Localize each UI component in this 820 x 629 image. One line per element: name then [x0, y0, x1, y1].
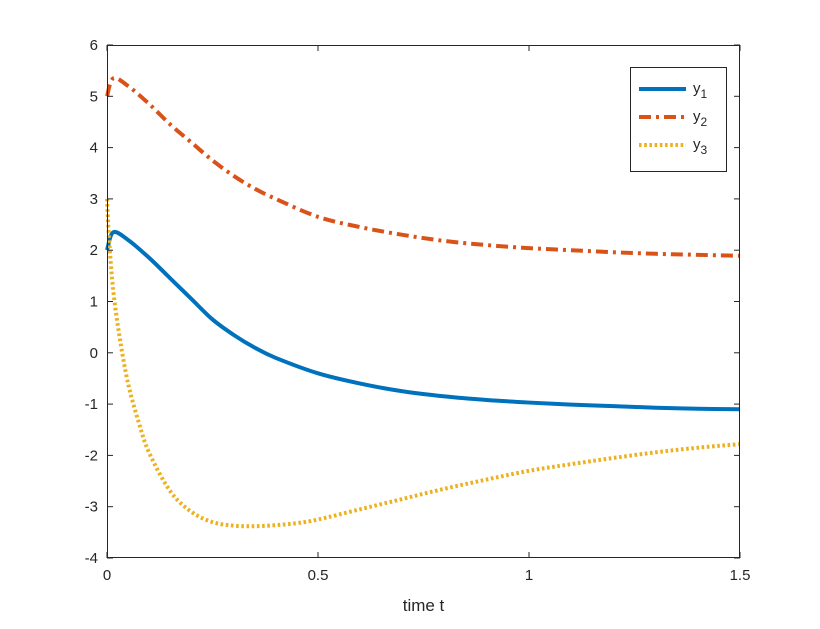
- legend-label-base: y: [693, 80, 701, 97]
- x-tick-label: 0: [103, 567, 111, 584]
- legend-label-subscript: 3: [701, 143, 708, 157]
- legend-box: [630, 67, 727, 172]
- y-tick-label: -1: [85, 396, 98, 413]
- series-layer: [105, 76, 741, 529]
- y-tick-label: 3: [90, 191, 98, 208]
- y-tick-label: 6: [90, 37, 98, 54]
- x-axis-label: time t: [403, 596, 445, 615]
- legend-label-base: y: [693, 108, 701, 125]
- legend-label-subscript: 1: [701, 87, 708, 101]
- x-axis-ticks: 0 0.5 1 1.5: [103, 45, 751, 584]
- legend-label-base: y: [693, 136, 701, 153]
- y-tick-label: 5: [90, 88, 98, 105]
- x-tick-label: 0.5: [308, 567, 329, 584]
- x-tick-label: 1.5: [730, 567, 751, 584]
- y-tick-label: 4: [90, 140, 98, 157]
- y-tick-label: -3: [85, 499, 98, 516]
- x-tick-label: 1: [525, 567, 533, 584]
- legend-label-subscript: 2: [701, 115, 708, 129]
- y-tick-label: 2: [90, 242, 98, 259]
- legend-entry-y2: y2: [693, 108, 708, 129]
- legend-entry-y1: y1: [693, 80, 708, 101]
- series-line-y1: [105, 229, 741, 412]
- series-line-y2: [105, 76, 741, 258]
- legend-entry-y3: y3: [693, 136, 708, 157]
- y-tick-label: 1: [90, 294, 98, 311]
- y-tick-label: 0: [90, 345, 98, 362]
- y-tick-label: -4: [85, 550, 98, 567]
- y-tick-label: -2: [85, 447, 98, 464]
- y-axis-ticks: -4 -3 -2 -1 0 1 2 3 4 5 6: [85, 37, 740, 567]
